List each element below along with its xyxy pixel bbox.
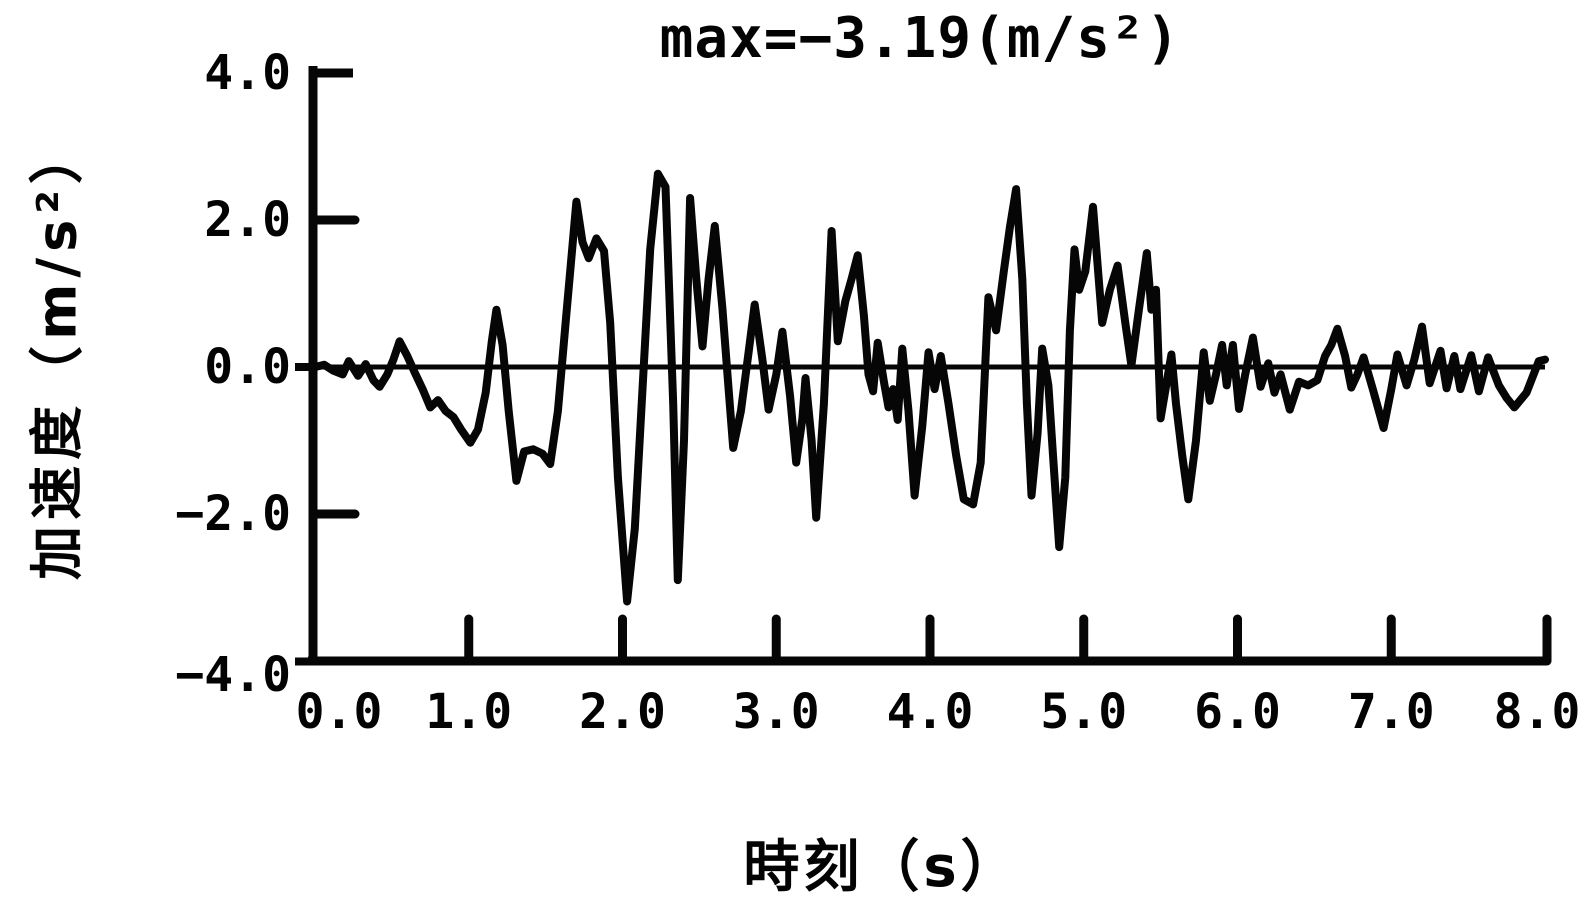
x-tick-label: 3.0 — [732, 684, 820, 740]
y-tick-label: −2.0 — [175, 486, 291, 542]
y-tick-label: 2.0 — [204, 192, 291, 248]
x-tick-label: 5.0 — [1040, 684, 1128, 740]
x-tick-label: 7.0 — [1347, 684, 1435, 740]
x-tick-label: 4.0 — [886, 684, 974, 740]
x-tick-label: 0.0 — [295, 684, 383, 740]
chart-title: max=−3.19(m/s²) — [659, 6, 1181, 71]
y-tick-label: 4.0 — [204, 45, 291, 101]
acceleration-waveform — [311, 169, 1549, 606]
x-tick-label: 6.0 — [1194, 684, 1281, 740]
x-tick-label: 1.0 — [425, 684, 513, 740]
y-axis-label: 加速度（m/s²） — [25, 124, 89, 580]
x-axis-label: 時刻（s） — [743, 835, 1021, 900]
y-tick-label: −4.0 — [175, 647, 291, 703]
y-tick-label: 0.0 — [204, 339, 291, 395]
x-tick-label: 8.0 — [1493, 684, 1581, 740]
x-tick-label: 2.0 — [579, 684, 666, 740]
